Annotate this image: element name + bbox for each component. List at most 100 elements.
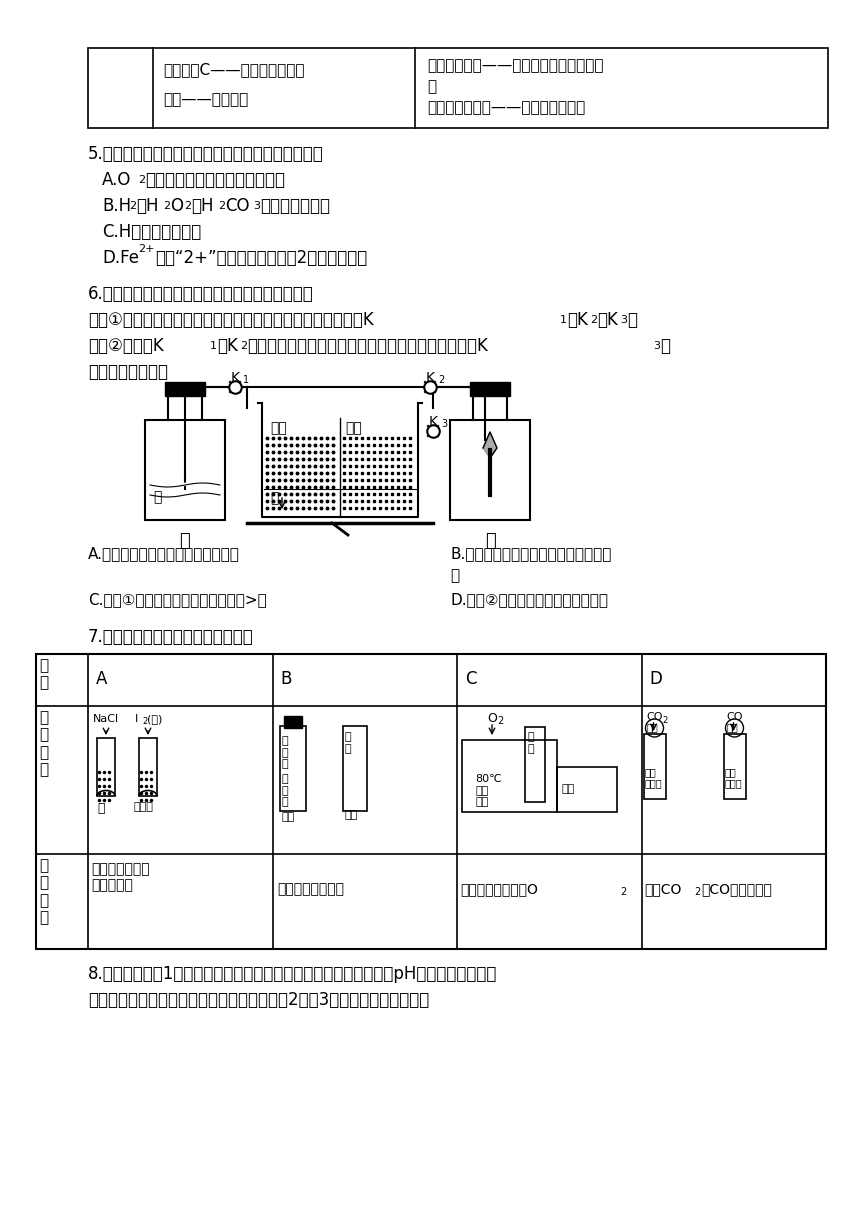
- Text: 2: 2: [184, 201, 191, 212]
- Text: 缺钙——引起贫血: 缺钙——引起贫血: [163, 92, 249, 107]
- Text: NaCl: NaCl: [93, 714, 120, 724]
- Text: 8.某同学利用图1装置研究稀盐酸与氢氧化钠溶液反应的过程，并用pH传感器和温度传感: 8.某同学利用图1装置研究稀盐酸与氢氧化钠溶液反应的过程，并用pH传感器和温度传…: [88, 966, 497, 983]
- Text: 6.如图所示，用红磷、蜡烛测定空气中氧气含量。: 6.如图所示，用红磷、蜡烛测定空气中氧气含量。: [88, 285, 314, 303]
- Text: 方案①：点燃红磷、蜡烛，待反应结束并冷却到室温后，打开K: 方案①：点燃红磷、蜡烛，待反应结束并冷却到室温后，打开K: [88, 311, 374, 330]
- Text: C.H只能表示氢元素: C.H只能表示氢元素: [102, 223, 201, 241]
- Text: D.方案②中进入甲、乙中的水量相等: D.方案②中进入甲、乙中的水量相等: [450, 592, 608, 607]
- Text: C: C: [465, 670, 476, 688]
- Text: 甲: 甲: [180, 533, 190, 550]
- Text: B: B: [280, 670, 292, 688]
- Bar: [342, 726, 366, 811]
- Text: 。: 。: [627, 311, 637, 330]
- Text: 炒菜时油锅着火——立即用锅盖盖灭: 炒菜时油锅着火——立即用锅盖盖灭: [427, 100, 586, 116]
- Text: 是保持氧气化学性质的最小微粒: 是保持氧气化学性质的最小微粒: [145, 171, 285, 188]
- Text: 铁钉: 铁钉: [281, 812, 295, 822]
- Text: 响: 响: [450, 568, 459, 582]
- Text: 澄清
石灰水: 澄清 石灰水: [724, 767, 742, 789]
- Bar: [280, 726, 305, 811]
- Text: 1: 1: [210, 340, 217, 351]
- Text: 探究CO: 探究CO: [644, 882, 682, 896]
- Text: 、H: 、H: [136, 197, 158, 215]
- Text: 3: 3: [620, 315, 627, 325]
- Text: CO: CO: [225, 197, 249, 215]
- Bar: [525, 727, 545, 803]
- Text: 蒸
馏
水: 蒸 馏 水: [281, 775, 288, 807]
- Text: 探究白磷燃烧需要O: 探究白磷燃烧需要O: [460, 882, 538, 896]
- Text: 乙: 乙: [485, 533, 495, 550]
- Text: K: K: [429, 415, 438, 429]
- Bar: [284, 716, 302, 728]
- Text: 干
空: 干 空: [527, 732, 533, 754]
- Text: A: A: [96, 670, 108, 688]
- Text: 5.化学符号具有独特的学科内涵。下列说法正确的是: 5.化学符号具有独特的学科内涵。下列说法正确的是: [88, 145, 323, 163]
- Bar: [88, 47, 828, 128]
- Text: 探究影响物质溶
解性的因素: 探究影响物质溶 解性的因素: [91, 862, 150, 893]
- Text: 、K: 、K: [217, 337, 238, 355]
- Bar: [145, 420, 225, 520]
- Text: 缺维生素C——引起甲状腺肿大: 缺维生素C——引起甲状腺肿大: [163, 62, 304, 77]
- Text: 、K: 、K: [597, 311, 617, 330]
- Bar: [470, 382, 510, 396]
- Text: 3: 3: [441, 420, 447, 429]
- Text: (碘): (碘): [147, 714, 163, 724]
- Text: 植
物
油: 植 物 油: [281, 736, 288, 770]
- Text: 下列说法正确的是: 下列说法正确的是: [88, 364, 168, 381]
- Text: 方案②：打开K: 方案②：打开K: [88, 337, 163, 355]
- Text: C.方案①中进入甲、乙中的水量：乙>甲: C.方案①中进入甲、乙中的水量：乙>甲: [88, 592, 267, 607]
- Bar: [643, 734, 666, 799]
- Text: 1: 1: [243, 375, 249, 385]
- Bar: [723, 734, 746, 799]
- Text: 2: 2: [218, 201, 225, 212]
- Bar: [139, 738, 157, 796]
- Text: 实
验
目
的: 实 验 目 的: [39, 858, 48, 925]
- Bar: [557, 767, 617, 812]
- Text: D.Fe: D.Fe: [102, 249, 139, 268]
- Bar: [36, 654, 826, 948]
- Text: 2: 2: [240, 340, 247, 351]
- Text: B.H: B.H: [102, 197, 131, 215]
- Text: 水: 水: [270, 491, 279, 505]
- Bar: [165, 382, 205, 396]
- Text: 、H: 、H: [191, 197, 213, 215]
- Text: 3: 3: [253, 201, 260, 212]
- Text: 2: 2: [620, 886, 626, 897]
- Text: 水: 水: [97, 803, 105, 815]
- Text: O: O: [170, 197, 183, 215]
- Text: B.红磷和蜡烛的用量对测定结果没有影: B.红磷和蜡烛的用量对测定结果没有影: [450, 546, 611, 561]
- Text: 1: 1: [560, 315, 567, 325]
- Text: K: K: [426, 371, 435, 385]
- Text: 汽油水: 汽油水: [134, 803, 154, 812]
- Text: 探究铁生锈的条件: 探究铁生锈的条件: [278, 882, 345, 896]
- Text: K: K: [231, 371, 240, 385]
- Text: 水: 水: [153, 490, 162, 503]
- Text: 中均含有氢分子: 中均含有氢分子: [260, 197, 330, 215]
- Text: 和CO的性质差异: 和CO的性质差异: [702, 882, 772, 896]
- Text: 2: 2: [695, 886, 701, 897]
- Text: 80℃
热水
白磷: 80℃ 热水 白磷: [475, 775, 501, 807]
- Text: 气球: 气球: [727, 722, 738, 732]
- Bar: [97, 738, 115, 796]
- Bar: [450, 420, 530, 520]
- Text: I: I: [135, 714, 138, 724]
- Text: 2: 2: [662, 716, 667, 725]
- Text: 铁钉: 铁钉: [345, 810, 358, 820]
- Text: 中的“2+”表示一个铁离子带2个单位正电荷: 中的“2+”表示一个铁离子带2个单位正电荷: [155, 249, 367, 268]
- Text: 7.下列对比实验能达到实验目的的是: 7.下列对比实验能达到实验目的的是: [88, 627, 254, 646]
- Text: 2: 2: [142, 717, 147, 726]
- Text: ，点燃红磷、蜡烛，反应结束并冷却到室温后，打开K: ，点燃红磷、蜡烛，反应结束并冷却到室温后，打开K: [247, 337, 488, 355]
- Text: 澄清
石灰水: 澄清 石灰水: [644, 767, 662, 789]
- Bar: [462, 741, 557, 812]
- Text: CO: CO: [647, 713, 663, 722]
- Text: 。: 。: [660, 337, 670, 355]
- Text: 2: 2: [163, 201, 170, 212]
- Text: 干
空: 干 空: [345, 732, 351, 754]
- Text: 3: 3: [653, 340, 660, 351]
- Text: 白磷: 白磷: [562, 784, 575, 794]
- Text: 风: 风: [427, 79, 436, 94]
- Text: 实
验
设
计: 实 验 设 计: [39, 710, 48, 777]
- Text: 红磷: 红磷: [270, 421, 286, 435]
- Text: 发现燃气泄漏——立即关闭阀门并开窗通: 发现燃气泄漏——立即关闭阀门并开窗通: [427, 58, 604, 73]
- Text: O: O: [487, 713, 497, 725]
- Text: 2: 2: [129, 201, 136, 212]
- Text: D: D: [649, 670, 662, 688]
